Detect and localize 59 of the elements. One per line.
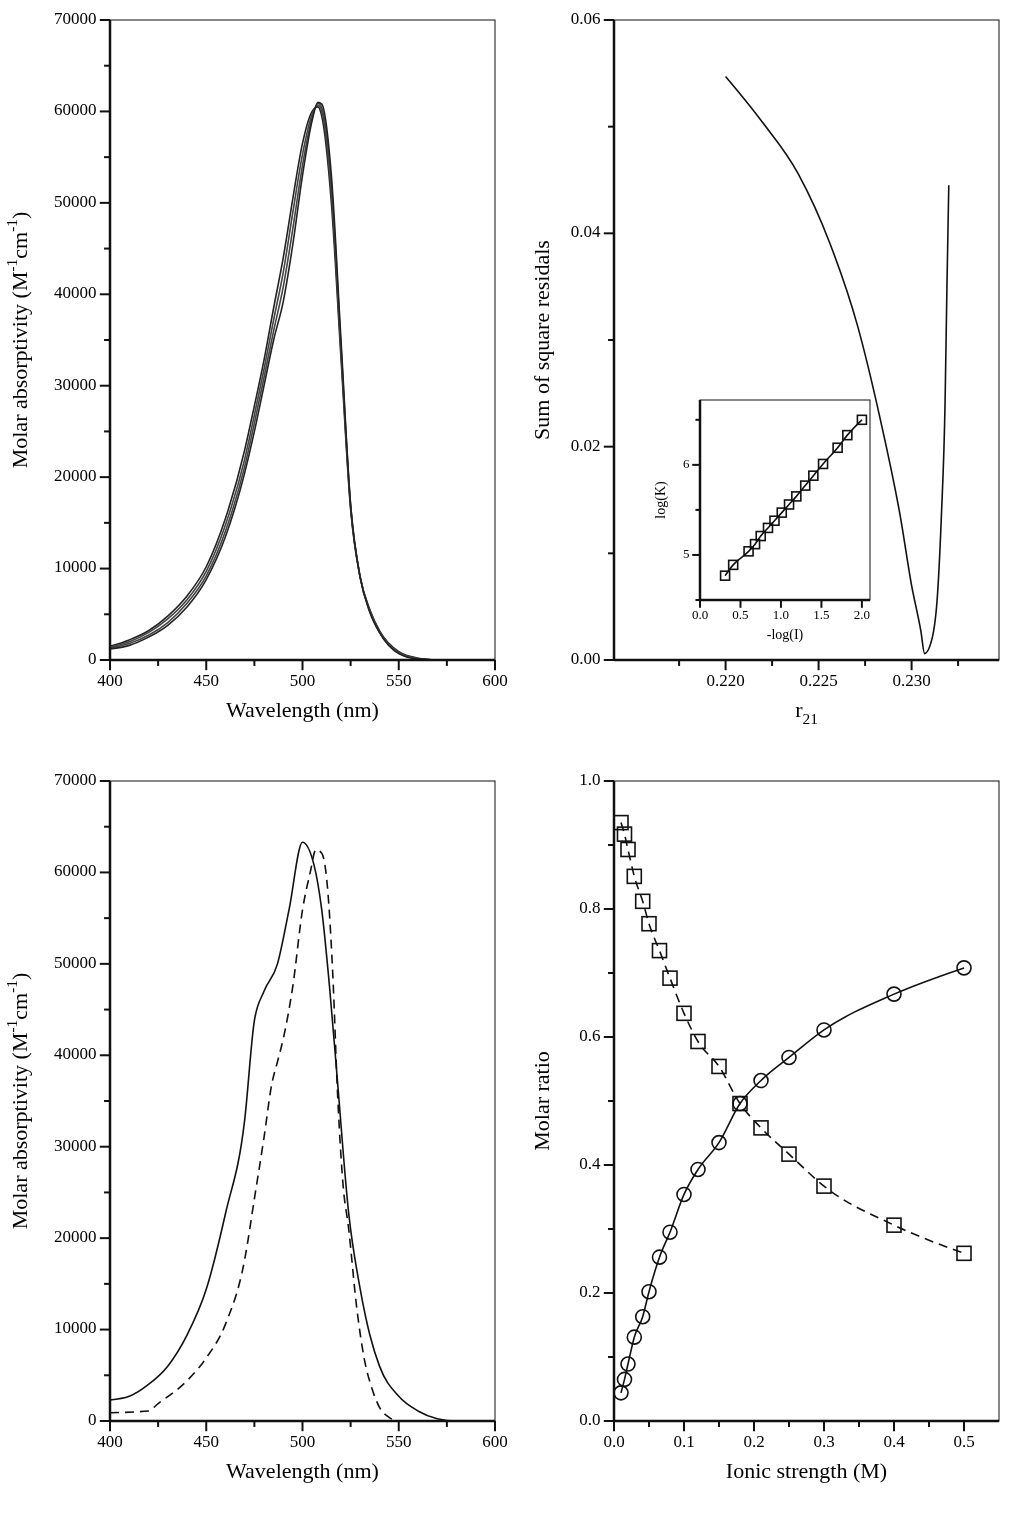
y-tick-label: 5: [683, 545, 690, 561]
x-tick-label: 450: [193, 670, 219, 690]
x-tick-label: 600: [482, 670, 508, 690]
x-tick-label: 0.220: [706, 670, 745, 690]
x-axis-title: Ionic strength (M): [725, 1458, 888, 1484]
x-tick-label: 0.1: [673, 1431, 695, 1451]
y-tick-label: 0.2: [579, 1281, 601, 1301]
x-tick-label: 2.0: [853, 606, 871, 622]
y-tick-label: 60000: [53, 861, 97, 881]
x-tick-label: 400: [97, 1431, 123, 1451]
x-tick-label: 0.0: [603, 1431, 625, 1451]
y-tick-label: 0.04: [570, 222, 601, 242]
y-axis-title: log(K): [653, 481, 670, 519]
x-tick-label: 0.230: [892, 670, 931, 690]
y-tick-label: 0: [87, 648, 97, 668]
y-tick-label: 40000: [53, 1044, 97, 1064]
x-tick-label: 0.5: [732, 606, 749, 622]
x-axis-title: Wavelength (nm): [226, 697, 379, 723]
y-tick-label: 50000: [53, 952, 97, 972]
x-tick-label: 450: [193, 1431, 219, 1451]
y-tick-label: 0: [87, 1409, 97, 1429]
y-tick-label: 0.6: [579, 1025, 601, 1045]
y-axis-title: Sum of square residals: [529, 240, 555, 440]
y-tick-label: 70000: [53, 769, 97, 789]
y-tick-label: 50000: [53, 191, 97, 211]
x-axis-title: -log(I): [766, 627, 804, 644]
x-tick-label: 0.2: [743, 1431, 765, 1451]
y-tick-label: 10000: [53, 1318, 97, 1338]
y-tick-label: 1.0: [579, 769, 601, 789]
y-tick-label: 0.00: [570, 648, 601, 668]
x-tick-label: 1.5: [813, 606, 830, 622]
x-tick-label: 400: [97, 670, 123, 690]
x-axis-title: r$_{21}$: [795, 697, 818, 728]
x-tick-label: 550: [386, 1431, 412, 1451]
y-tick-label: 60000: [53, 100, 97, 120]
x-tick-label: 0.225: [799, 670, 838, 690]
y-tick-label: 0.02: [570, 435, 601, 455]
x-tick-label: 0.5: [953, 1431, 975, 1451]
y-tick-label: 0.4: [579, 1153, 601, 1173]
y-tick-label: 0.0: [579, 1409, 601, 1429]
y-axis-title: Molar ratio: [529, 1051, 555, 1151]
y-tick-label: 0.06: [570, 8, 601, 28]
x-tick-label: 500: [289, 670, 316, 690]
x-tick-label: 0.4: [883, 1431, 906, 1451]
y-tick-label: 30000: [53, 374, 97, 394]
y-tick-label: 70000: [53, 8, 97, 28]
y-tick-label: 30000: [53, 1135, 97, 1155]
x-tick-label: 550: [386, 670, 412, 690]
y-tick-label: 40000: [53, 283, 97, 303]
x-tick-label: 600: [482, 1431, 508, 1451]
y-tick-label: 20000: [53, 1227, 97, 1247]
x-tick-label: 1.0: [772, 606, 790, 622]
y-tick-label: 6: [683, 455, 691, 471]
y-tick-label: 20000: [53, 466, 97, 486]
y-tick-label: 10000: [53, 557, 97, 577]
x-tick-label: 500: [289, 1431, 316, 1451]
x-tick-label: 0.3: [813, 1431, 835, 1451]
y-tick-label: 0.8: [579, 897, 601, 917]
x-axis-title: Wavelength (nm): [226, 1458, 379, 1484]
